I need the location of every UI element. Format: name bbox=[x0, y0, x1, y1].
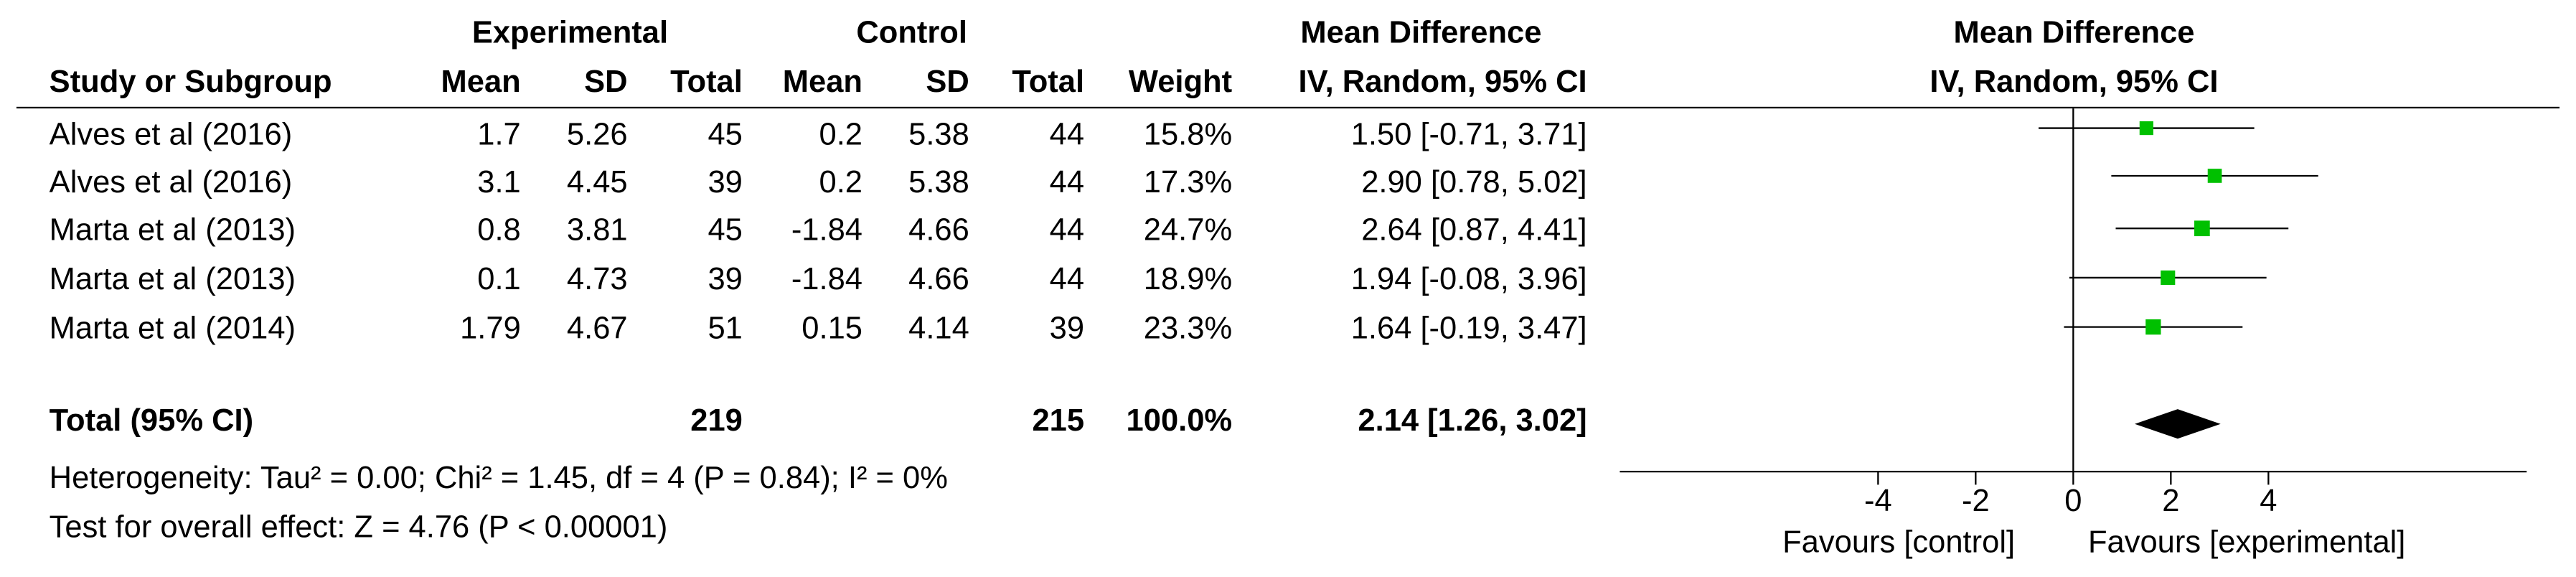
ctl-mean: -1.84 bbox=[791, 263, 862, 298]
md-ci: 2.90 [0.78, 5.02] bbox=[1361, 166, 1587, 201]
exp-sd: 4.45 bbox=[566, 166, 628, 201]
ctl-total-header: Total bbox=[1012, 65, 1085, 100]
md-ci: 1.64 [-0.19, 3.47] bbox=[1350, 312, 1587, 347]
exp-mean: 3.1 bbox=[477, 166, 521, 201]
exp-total: 51 bbox=[708, 312, 743, 347]
weight: 15.8% bbox=[1143, 118, 1233, 153]
x-tick-label-1: -4 bbox=[1864, 484, 1892, 518]
ctl-sd: 4.66 bbox=[908, 213, 969, 248]
weight-header: Weight bbox=[1128, 65, 1233, 100]
exp-mean: 0.1 bbox=[477, 263, 521, 298]
study-marker-1 bbox=[2139, 121, 2153, 136]
md-plot-header: IV, Random, 95% CI bbox=[1929, 65, 2219, 100]
exp-total: 45 bbox=[708, 118, 743, 153]
exp-total-header: Total bbox=[670, 65, 743, 100]
favours-control-label: Favours [control] bbox=[1782, 525, 2016, 560]
total-ctl: 215 bbox=[1032, 404, 1085, 439]
pooled-diamond bbox=[2135, 409, 2221, 439]
exp-sd: 4.67 bbox=[566, 312, 628, 347]
ctl-sd: 5.38 bbox=[908, 166, 969, 201]
ctl-total: 44 bbox=[1049, 213, 1085, 248]
ctl-sd: 5.38 bbox=[908, 118, 969, 153]
ctl-mean-header: Mean bbox=[782, 65, 862, 100]
study-marker-4 bbox=[2161, 270, 2176, 285]
ctl-mean: 0.15 bbox=[802, 312, 862, 347]
experimental-group-header: Experimental bbox=[471, 16, 669, 51]
ctl-total: 44 bbox=[1049, 166, 1085, 201]
overall-effect-text: Test for overall effect: Z = 4.76 (P < 0… bbox=[49, 511, 668, 546]
md-ci-header: IV, Random, 95% CI bbox=[1298, 65, 1587, 100]
total-md-ci: 2.14 [1.26, 3.02] bbox=[1358, 404, 1587, 439]
weight: 23.3% bbox=[1143, 312, 1233, 347]
ctl-sd-header: SD bbox=[926, 65, 969, 100]
exp-mean: 0.8 bbox=[477, 213, 521, 248]
ctl-total: 44 bbox=[1049, 263, 1085, 298]
study-marker-5 bbox=[2145, 319, 2161, 335]
study-name: Marta et al (2013) bbox=[49, 263, 296, 298]
weight: 17.3% bbox=[1143, 166, 1233, 201]
exp-total: 45 bbox=[708, 213, 743, 248]
ctl-mean: -1.84 bbox=[791, 213, 862, 248]
exp-sd: 5.26 bbox=[566, 118, 628, 153]
header-rule bbox=[16, 106, 2560, 109]
exp-mean: 1.79 bbox=[460, 312, 521, 347]
exp-total: 39 bbox=[708, 263, 743, 298]
study-name: Marta et al (2014) bbox=[49, 312, 296, 347]
ctl-sd: 4.66 bbox=[908, 263, 969, 298]
study-name: Alves et al (2016) bbox=[49, 118, 293, 153]
exp-sd: 4.73 bbox=[566, 263, 628, 298]
heterogeneity-text: Heterogeneity: Tau² = 0.00; Chi² = 1.45,… bbox=[49, 461, 948, 497]
total-label: Total (95% CI) bbox=[49, 404, 254, 439]
x-tick-label-3: 0 bbox=[2064, 484, 2082, 518]
favours-experimental-label: Favours [experimental] bbox=[2087, 525, 2406, 560]
weight: 24.7% bbox=[1143, 213, 1233, 248]
control-group-header: Control bbox=[856, 16, 967, 51]
x-tick-label-2: -2 bbox=[1962, 484, 1990, 518]
x-tick-label-5: 4 bbox=[2260, 484, 2277, 518]
weight: 18.9% bbox=[1143, 263, 1233, 298]
study-name: Marta et al (2013) bbox=[49, 213, 296, 248]
exp-sd: 3.81 bbox=[566, 213, 628, 248]
exp-total: 39 bbox=[708, 166, 743, 201]
md-ci: 1.94 [-0.08, 3.96] bbox=[1350, 263, 1587, 298]
study-column-header: Study or Subgroup bbox=[49, 65, 332, 100]
study-name: Alves et al (2016) bbox=[49, 166, 293, 201]
exp-mean: 1.7 bbox=[477, 118, 521, 153]
total-exp: 219 bbox=[690, 404, 743, 439]
x-tick-label-4: 2 bbox=[2162, 484, 2179, 518]
total-weight: 100.0% bbox=[1126, 404, 1233, 439]
ctl-sd: 4.14 bbox=[908, 312, 969, 347]
ctl-total: 39 bbox=[1049, 312, 1085, 347]
md-ci: 2.64 [0.87, 4.41] bbox=[1361, 213, 1587, 248]
md-right-header: Mean Difference bbox=[1953, 16, 2195, 51]
exp-sd-header: SD bbox=[584, 65, 628, 100]
exp-mean-header: Mean bbox=[441, 65, 521, 100]
ctl-total: 44 bbox=[1049, 118, 1085, 153]
ctl-mean: 0.2 bbox=[819, 118, 862, 153]
study-marker-3 bbox=[2194, 220, 2210, 237]
md-ci: 1.50 [-0.71, 3.71] bbox=[1350, 118, 1587, 153]
md-left-header: Mean Difference bbox=[1300, 16, 1542, 51]
study-marker-2 bbox=[2207, 169, 2222, 183]
ctl-mean: 0.2 bbox=[819, 166, 862, 201]
